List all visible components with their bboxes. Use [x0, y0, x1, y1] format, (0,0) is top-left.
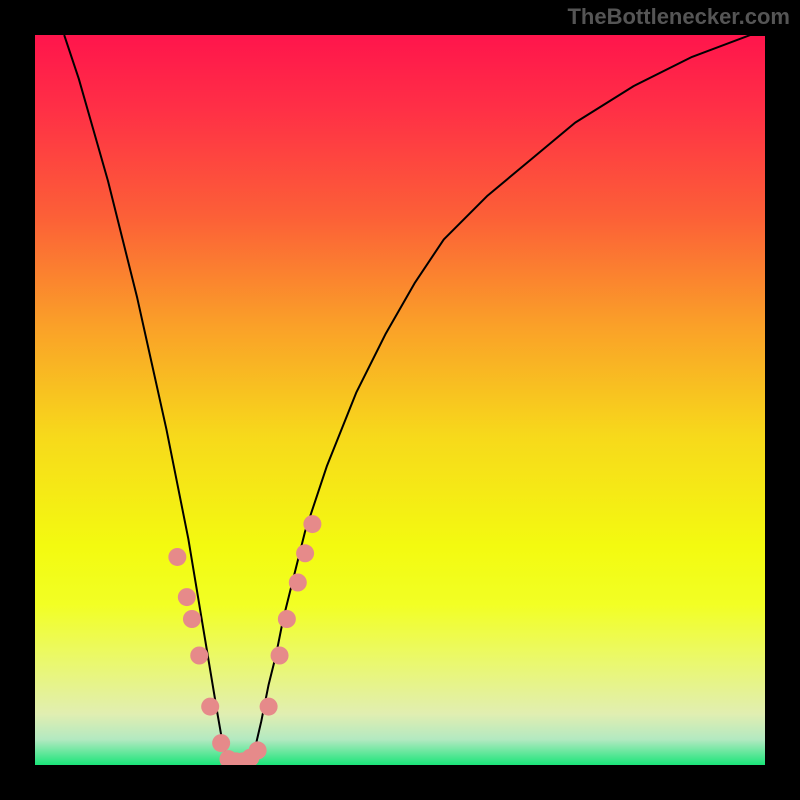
- data-marker: [183, 610, 201, 628]
- gradient-background: [35, 35, 765, 765]
- chart-container: TheBottlenecker.com: [0, 0, 800, 800]
- data-marker: [178, 588, 196, 606]
- data-marker: [212, 734, 230, 752]
- watermark-text: TheBottlenecker.com: [567, 4, 790, 30]
- data-marker: [289, 574, 307, 592]
- data-marker: [201, 698, 219, 716]
- bottleneck-curve-chart: [35, 35, 765, 765]
- data-marker: [190, 647, 208, 665]
- data-marker: [296, 544, 314, 562]
- data-marker: [168, 548, 186, 566]
- plot-area: [35, 35, 765, 765]
- data-marker: [249, 741, 267, 759]
- data-marker: [271, 647, 289, 665]
- data-marker: [260, 698, 278, 716]
- data-marker: [303, 515, 321, 533]
- data-marker: [278, 610, 296, 628]
